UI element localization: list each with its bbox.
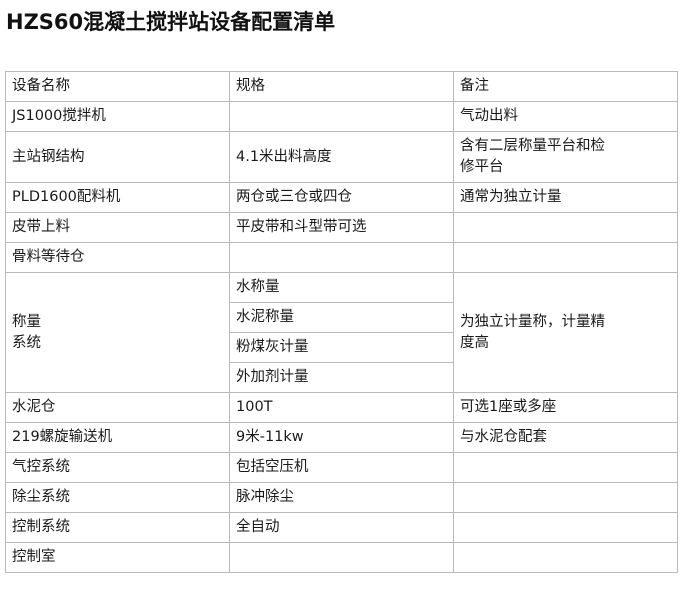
table-header-row: 设备名称 规格 备注 [5,70,678,103]
equipment-name: 主站钢结构 [5,131,230,184]
table-row: PLD1600配料机 两仓或三仓或四仓 通常为独立计量 [5,182,678,214]
equipment-name: 水泥仓 [5,392,230,424]
equipment-spec: 100T [229,392,454,424]
equipment-spec [229,542,454,574]
equipment-note [453,242,678,274]
table-row: 气控系统 包括空压机 [5,452,678,484]
equipment-spec: 外加剂计量 [229,362,454,394]
equipment-configuration-table: 设备名称 规格 备注 JS1000搅拌机 气动出料 主站钢结构 4.1米出料高度… [5,70,678,574]
table-row: 骨料等待仓 [5,242,678,274]
equipment-note: 通常为独立计量 [453,182,678,214]
equipment-note: 与水泥仓配套 [453,422,678,454]
equipment-name: 骨料等待仓 [5,242,230,274]
page-title: HZS60混凝土搅拌站设备配置清单 [6,10,336,34]
equipment-name: 皮带上料 [5,212,230,244]
column-header-name: 设备名称 [5,70,230,103]
equipment-spec: 两仓或三仓或四仓 [229,182,454,214]
equipment-name: 气控系统 [5,452,230,484]
equipment-note: 可选1座或多座 [453,392,678,424]
column-header-spec: 规格 [229,70,454,103]
table-row: 控制系统 全自动 [5,512,678,544]
equipment-note: 气动出料 [453,101,678,133]
table-row: 主站钢结构 4.1米出料高度 含有二层称量平台和检 修平台 [5,131,678,184]
equipment-note [453,512,678,544]
table-row: 皮带上料 平皮带和斗型带可选 [5,212,678,244]
equipment-spec [229,242,454,274]
equipment-name: 219螺旋输送机 [5,422,230,454]
equipment-name: 控制室 [5,542,230,574]
equipment-spec: 粉煤灰计量 [229,332,454,364]
equipment-spec: 包括空压机 [229,452,454,484]
equipment-note: 含有二层称量平台和检 修平台 [453,131,678,184]
equipment-name: PLD1600配料机 [5,182,230,214]
equipment-spec: 平皮带和斗型带可选 [229,212,454,244]
equipment-name: JS1000搅拌机 [5,101,230,133]
equipment-name: 称量 系统 [5,272,230,394]
table-row: 水泥仓 100T 可选1座或多座 [5,392,678,424]
equipment-note [453,482,678,514]
equipment-spec: 水称量 [229,272,454,304]
table-row: 控制室 [5,542,678,574]
equipment-spec: 脉冲除尘 [229,482,454,514]
table-row: 除尘系统 脉冲除尘 [5,482,678,514]
equipment-spec: 4.1米出料高度 [229,131,454,184]
equipment-note [453,542,678,574]
table-row: 219螺旋输送机 9米-11kw 与水泥仓配套 [5,422,678,454]
table-row-weighing-system: 称量 系统 水称量 为独立计量称，计量精 度高 [5,272,678,394]
equipment-note [453,452,678,484]
equipment-spec: 水泥称量 [229,302,454,334]
table-row-weighing-subitem: 水泥称量 [6,302,678,334]
equipment-note: 为独立计量称，计量精 度高 [453,272,678,394]
equipment-spec [229,101,454,133]
equipment-name: 除尘系统 [5,482,230,514]
equipment-note [453,212,678,244]
table-row: JS1000搅拌机 气动出料 [5,101,678,133]
column-header-note: 备注 [453,70,678,103]
equipment-spec: 9米-11kw [229,422,454,454]
equipment-name: 控制系统 [5,512,230,544]
table-row-weighing-subitem: 粉煤灰计量 [6,332,678,364]
equipment-spec: 全自动 [229,512,454,544]
